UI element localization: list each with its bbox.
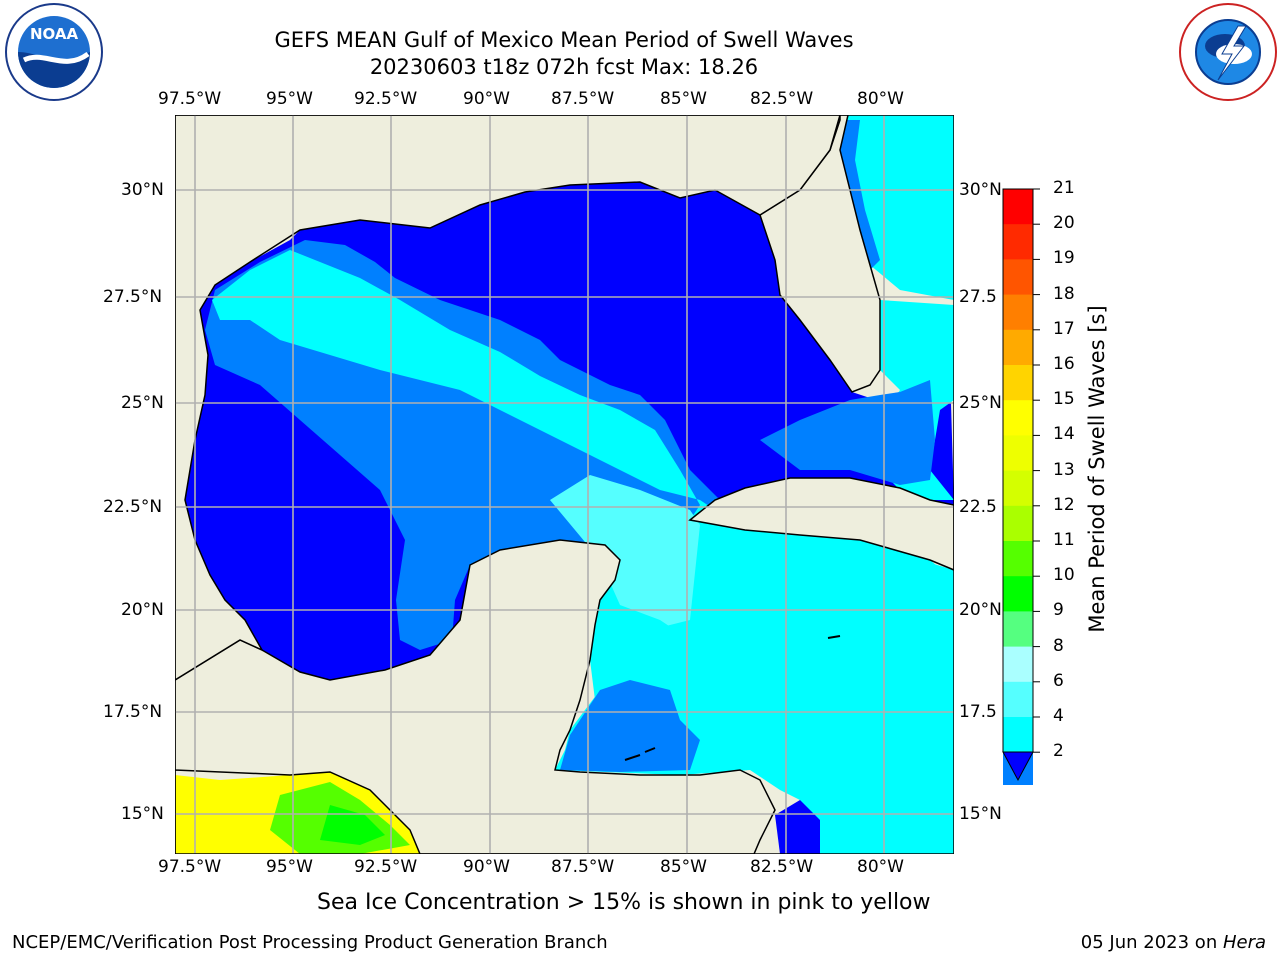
colorbar-tick-label: 9 (1053, 600, 1064, 621)
lon-label-top: 95°W (266, 89, 313, 109)
colorbar-tick-label: 8 (1053, 635, 1064, 656)
nws-logo (1179, 3, 1277, 101)
lon-label-bottom: 82.5°W (750, 857, 814, 877)
lat-label-right: 27.5 (959, 287, 997, 307)
lat-label-left: 17.5°N (103, 702, 163, 722)
lon-label-bottom: 90°W (463, 857, 510, 877)
colorbar-tick-label: 12 (1053, 494, 1075, 515)
lon-label-bottom: 85°W (660, 857, 707, 877)
colorbar-tick-label: 4 (1053, 706, 1064, 726)
lon-label-top: 87.5°W (551, 89, 615, 109)
colorbar-tick-label: 2 (1053, 741, 1064, 762)
caribbean-cyan (560, 525, 954, 854)
atlantic-blue-edge (840, 120, 880, 270)
colorbar-band (1003, 470, 1033, 507)
map-plot (175, 115, 954, 854)
lon-label-top: 85°W (660, 89, 707, 109)
lon-label-bottom: 97.5°W (158, 857, 222, 877)
colorbar-tick-label: 14 (1053, 424, 1075, 445)
sea-ice-note: Sea Ice Concentration > 15% is shown in … (317, 890, 931, 915)
colorbar-tick-label: 20 (1053, 213, 1075, 234)
colorbar-band (1003, 576, 1033, 612)
colorbar-band (1003, 505, 1033, 542)
footer-date-text: 05 Jun 2023 on (1080, 932, 1223, 953)
lat-label-right: 15°N (959, 804, 1002, 824)
footer-host: Hera (1222, 932, 1266, 953)
pacific-bright-green (320, 805, 385, 845)
footer-date: 05 Jun 2023 on Hera (1081, 932, 1266, 953)
colorbar-band (1003, 365, 1033, 401)
colorbar-tick-label: 15 (1053, 389, 1075, 410)
colorbar-tick-label: 19 (1053, 248, 1075, 269)
colorbar-band (1003, 541, 1033, 577)
lat-label-left: 30°N (121, 180, 164, 200)
colorbar-band (1003, 259, 1033, 296)
lat-label-right: 22.5 (959, 497, 997, 517)
chart-title: GEFS MEAN Gulf of Mexico Mean Period of … (274, 28, 854, 52)
noaa-logo: NOAA (5, 3, 103, 101)
lat-label-left: 22.5°N (103, 497, 163, 517)
colorbar-band (1003, 717, 1033, 753)
colorbar-tick-label: 6 (1053, 670, 1064, 691)
lon-label-bottom: 95°W (266, 857, 313, 877)
colorbar-band (1003, 224, 1033, 260)
chart-subtitle: 20230603 t18z 072h fcst Max: 18.26 (369, 55, 759, 79)
colorbar-tick-label: 10 (1053, 565, 1075, 586)
colorbar-label: Mean Period of Swell Waves [s] (1085, 305, 1109, 633)
lon-label-bottom: 92.5°W (354, 857, 418, 877)
noaa-logo-text: NOAA (30, 25, 79, 43)
lon-label-top: 82.5°W (750, 89, 814, 109)
colorbar-tick-label: 21 (1053, 178, 1075, 198)
swan-islands (624, 635, 841, 761)
lat-label-right: 20°N (959, 600, 1002, 620)
straits-blue (760, 380, 935, 485)
colorbar-band (1003, 681, 1033, 718)
footer-branch: NCEP/EMC/Verification Post Processing Pr… (12, 932, 608, 953)
graticule (175, 115, 954, 854)
colorbar (1002, 188, 1040, 785)
lon-label-bottom: 87.5°W (551, 857, 615, 877)
lon-label-top: 80°W (857, 89, 904, 109)
lat-label-left: 27.5°N (103, 287, 163, 307)
band-8-9s (550, 475, 720, 640)
lat-label-left: 25°N (121, 393, 164, 413)
colorbar-band (1003, 294, 1033, 331)
lon-label-top: 90°W (463, 89, 510, 109)
cuba-land (688, 477, 954, 571)
lat-label-right: 25°N (959, 393, 1002, 413)
colorbar-band (1003, 611, 1033, 648)
colorbar-tick-label: 16 (1053, 354, 1075, 374)
colorbar-tick-label: 11 (1053, 530, 1075, 550)
lon-label-top: 97.5°W (158, 89, 222, 109)
caribbean-blue-patch (560, 680, 700, 772)
colorbar-band (1003, 435, 1033, 472)
colorbar-tick-label: 18 (1053, 283, 1075, 304)
colorbar-band (1003, 400, 1033, 436)
lat-label-left: 15°N (121, 804, 164, 824)
lon-label-top: 92.5°W (354, 89, 418, 109)
colorbar-band (1003, 189, 1033, 225)
colorbar-tick-label: 17 (1053, 318, 1075, 339)
us-gulf-coast-land (175, 115, 841, 681)
lon-label-bottom: 80°W (857, 857, 904, 877)
lat-label-left: 20°N (121, 600, 164, 620)
colorbar-band (1003, 329, 1033, 366)
florida-land (759, 115, 881, 393)
colorbar-tick-label: 13 (1053, 459, 1075, 480)
lat-label-right: 30°N (959, 180, 1002, 200)
colorbar-band (1003, 646, 1033, 683)
lat-label-right: 17.5 (959, 702, 997, 722)
